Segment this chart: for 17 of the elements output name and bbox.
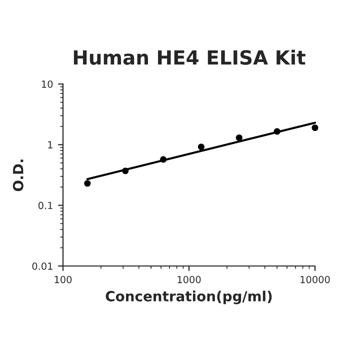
y-tick-label: 1 — [48, 141, 52, 148]
y-tick-label: 10 — [42, 80, 53, 88]
point — [198, 144, 205, 150]
y-axis-title: O.D. — [12, 160, 24, 192]
point — [160, 156, 167, 163]
x-tick-label: 10000 — [300, 276, 330, 284]
point — [84, 180, 91, 187]
point — [236, 134, 242, 142]
point — [312, 124, 318, 132]
x-tick-label: 100 — [54, 276, 72, 284]
x-tick-label: 1000 — [178, 276, 201, 284]
y-tick-label: 0.01 — [32, 262, 52, 270]
x-axis-title: Concentration(pg/ml) — [106, 290, 272, 304]
y-tick-label: 0.1 — [38, 202, 52, 210]
point — [274, 128, 280, 135]
chart-title: Human HE4 ELISA Kit — [74, 50, 306, 65]
point — [122, 168, 129, 174]
